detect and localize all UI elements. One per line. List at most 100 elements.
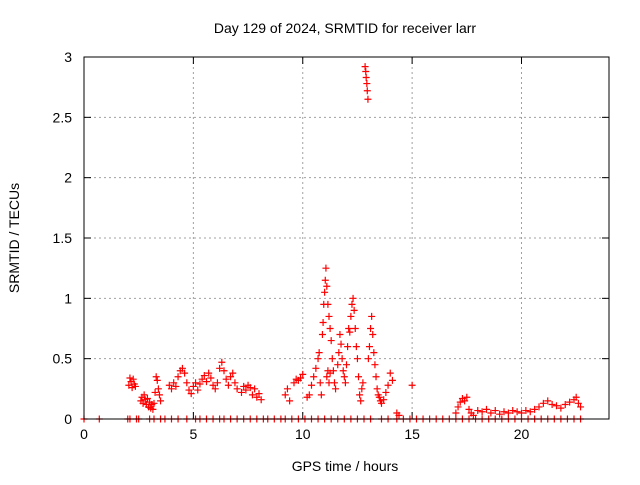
data-point bbox=[203, 378, 210, 386]
data-point bbox=[531, 405, 539, 413]
data-point bbox=[357, 397, 365, 405]
data-point bbox=[297, 374, 305, 382]
data-point bbox=[248, 391, 256, 399]
data-point bbox=[350, 306, 358, 314]
data-point bbox=[343, 361, 350, 369]
data-point bbox=[371, 361, 379, 369]
data-point bbox=[478, 408, 486, 416]
data-point bbox=[384, 381, 392, 389]
data-point bbox=[380, 396, 388, 404]
data-point bbox=[382, 388, 390, 396]
data-point bbox=[181, 369, 189, 377]
data-point bbox=[129, 375, 137, 383]
data-point bbox=[281, 391, 289, 399]
x-tick-label: 15 bbox=[404, 426, 420, 442]
data-point bbox=[229, 369, 237, 377]
data-point bbox=[224, 381, 232, 389]
data-point bbox=[361, 63, 369, 71]
data-point bbox=[286, 397, 294, 405]
y-tick-label: 0 bbox=[64, 411, 72, 427]
data-point bbox=[246, 384, 254, 392]
data-point bbox=[557, 404, 565, 412]
data-point bbox=[152, 373, 160, 381]
y-tick-label: 2 bbox=[64, 170, 72, 186]
data-point bbox=[339, 367, 347, 375]
data-point bbox=[251, 385, 259, 393]
data-point bbox=[139, 399, 147, 407]
data-point bbox=[526, 408, 534, 416]
data-point bbox=[242, 386, 250, 394]
data-point bbox=[157, 397, 165, 405]
data-point bbox=[308, 381, 315, 389]
data-point bbox=[572, 393, 580, 401]
data-point bbox=[456, 398, 464, 406]
data-point bbox=[352, 343, 360, 351]
data-point bbox=[174, 373, 182, 381]
data-point bbox=[345, 325, 353, 332]
data-point bbox=[325, 379, 333, 387]
data-point bbox=[131, 382, 139, 390]
data-point bbox=[544, 397, 552, 405]
data-point bbox=[465, 405, 473, 413]
data-point bbox=[363, 80, 371, 88]
y-axis-label: SRMTID / TECUs bbox=[6, 183, 22, 293]
y-tick-label: 0.5 bbox=[53, 351, 73, 367]
data-point bbox=[168, 385, 175, 393]
data-point bbox=[310, 373, 318, 381]
data-point bbox=[149, 405, 157, 413]
data-point bbox=[198, 375, 206, 383]
data-point bbox=[222, 375, 230, 383]
data-point bbox=[312, 364, 320, 372]
data-point bbox=[143, 394, 151, 402]
data-point bbox=[346, 328, 354, 336]
data-point bbox=[178, 364, 186, 372]
data-point bbox=[553, 402, 560, 410]
x-tick-label: 5 bbox=[189, 426, 197, 442]
data-point bbox=[220, 367, 228, 375]
data-point bbox=[233, 385, 241, 393]
data-point bbox=[257, 396, 265, 404]
data-point bbox=[196, 380, 204, 388]
data-point bbox=[386, 369, 394, 377]
data-point bbox=[539, 399, 547, 407]
data-point bbox=[207, 374, 215, 382]
data-point bbox=[140, 391, 148, 399]
data-point bbox=[337, 340, 345, 348]
y-tick-label: 3 bbox=[64, 49, 72, 65]
data-point bbox=[353, 355, 361, 363]
data-point bbox=[187, 390, 195, 398]
data-point bbox=[566, 398, 574, 406]
data-point bbox=[314, 355, 322, 363]
data-point bbox=[205, 369, 213, 377]
data-point bbox=[213, 379, 221, 387]
data-point bbox=[469, 411, 477, 419]
data-point bbox=[153, 376, 161, 384]
data-point bbox=[370, 349, 378, 357]
data-point bbox=[355, 373, 363, 381]
data-point bbox=[200, 372, 208, 380]
data-point bbox=[372, 373, 380, 381]
data-point bbox=[189, 382, 197, 390]
data-point bbox=[388, 376, 396, 384]
data-point bbox=[323, 373, 331, 381]
data-point bbox=[319, 318, 327, 326]
data-point bbox=[253, 393, 261, 401]
x-tick-label: 20 bbox=[514, 426, 530, 442]
data-point bbox=[500, 408, 508, 416]
data-point bbox=[358, 385, 366, 393]
data-point bbox=[483, 405, 490, 413]
data-point bbox=[326, 369, 334, 377]
data-point bbox=[338, 355, 346, 363]
data-point bbox=[336, 331, 344, 339]
data-point bbox=[283, 385, 291, 393]
data-point bbox=[324, 300, 332, 308]
data-point bbox=[150, 399, 158, 407]
data-point bbox=[340, 373, 348, 381]
chart-title: Day 129 of 2024, SRMTID for receiver lar… bbox=[214, 20, 477, 36]
data-point bbox=[452, 409, 460, 417]
data-point bbox=[321, 276, 329, 284]
data-point bbox=[165, 381, 173, 389]
data-point bbox=[535, 403, 543, 411]
